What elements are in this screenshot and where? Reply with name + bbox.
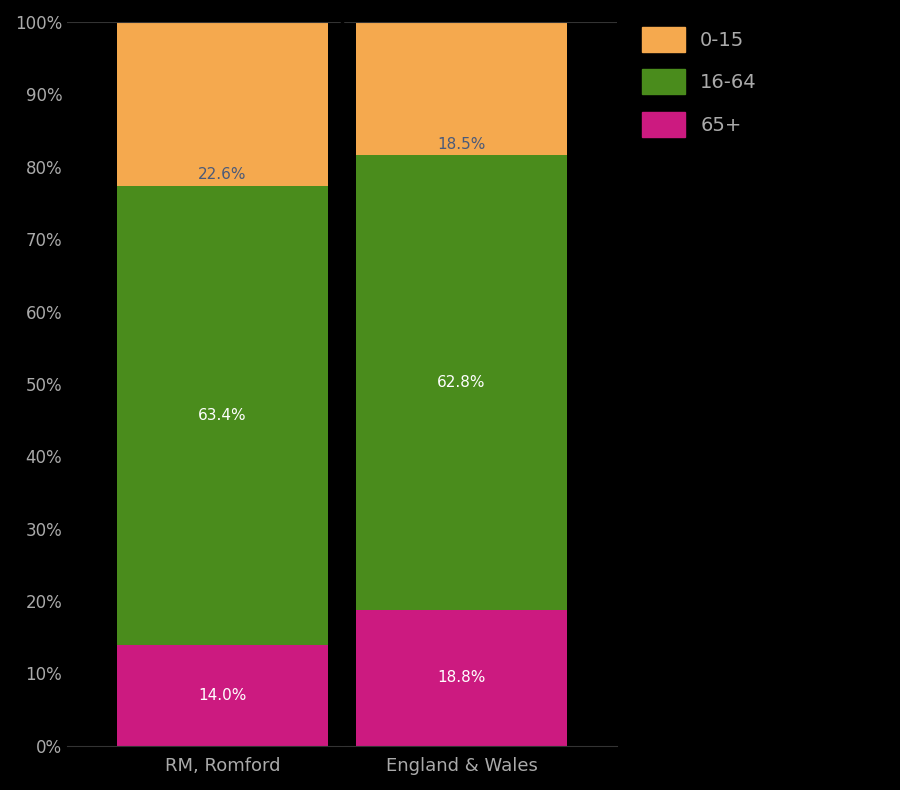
Legend: 0-15, 16-64, 65+: 0-15, 16-64, 65+	[632, 17, 767, 147]
Text: 14.0%: 14.0%	[198, 688, 247, 703]
Bar	[356, 610, 567, 746]
Bar	[117, 22, 328, 186]
Text: 22.6%: 22.6%	[198, 167, 247, 182]
Text: 62.8%: 62.8%	[437, 375, 486, 390]
Bar	[117, 645, 328, 746]
Text: 63.4%: 63.4%	[198, 408, 247, 423]
Text: 18.8%: 18.8%	[437, 671, 486, 686]
Text: 18.5%: 18.5%	[437, 137, 486, 152]
Bar	[356, 21, 567, 155]
Bar	[356, 155, 567, 610]
Bar	[117, 186, 328, 645]
